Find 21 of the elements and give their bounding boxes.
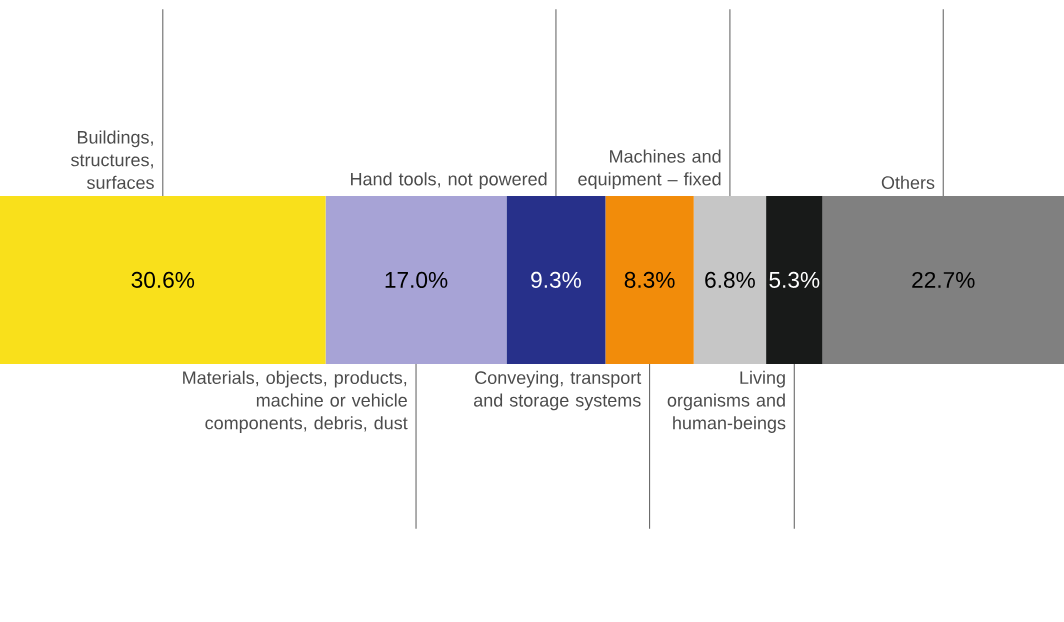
data-label: 8.3% — [624, 271, 675, 288]
bar — [605, 195, 694, 364]
bar — [822, 195, 1064, 364]
bar — [0, 195, 326, 364]
data-label: 30.6% — [131, 271, 195, 288]
bar — [506, 195, 606, 364]
data-label: 5.3% — [769, 271, 820, 288]
data-label: 17.0% — [385, 271, 448, 288]
series-label: Materials, objects, products, machine or vehicle components, debris, dust — [183, 370, 408, 433]
series-label: Conveying, transport and storage systems — [474, 370, 642, 411]
series-label: Machines and equipment – fixed — [578, 149, 721, 189]
data-label: 22.7% — [912, 271, 975, 288]
data-label: 6.8% — [705, 271, 755, 288]
series-label: Others — [881, 175, 935, 189]
bar — [325, 195, 507, 364]
series-label: Living organisms and human-beings — [667, 370, 786, 433]
bar — [766, 195, 823, 364]
bar — [693, 195, 767, 364]
series-label: Hand tools, not powered — [351, 172, 547, 189]
series-label: Buildings, structures, surfaces — [71, 130, 154, 189]
data-label: 9.3% — [531, 271, 581, 288]
